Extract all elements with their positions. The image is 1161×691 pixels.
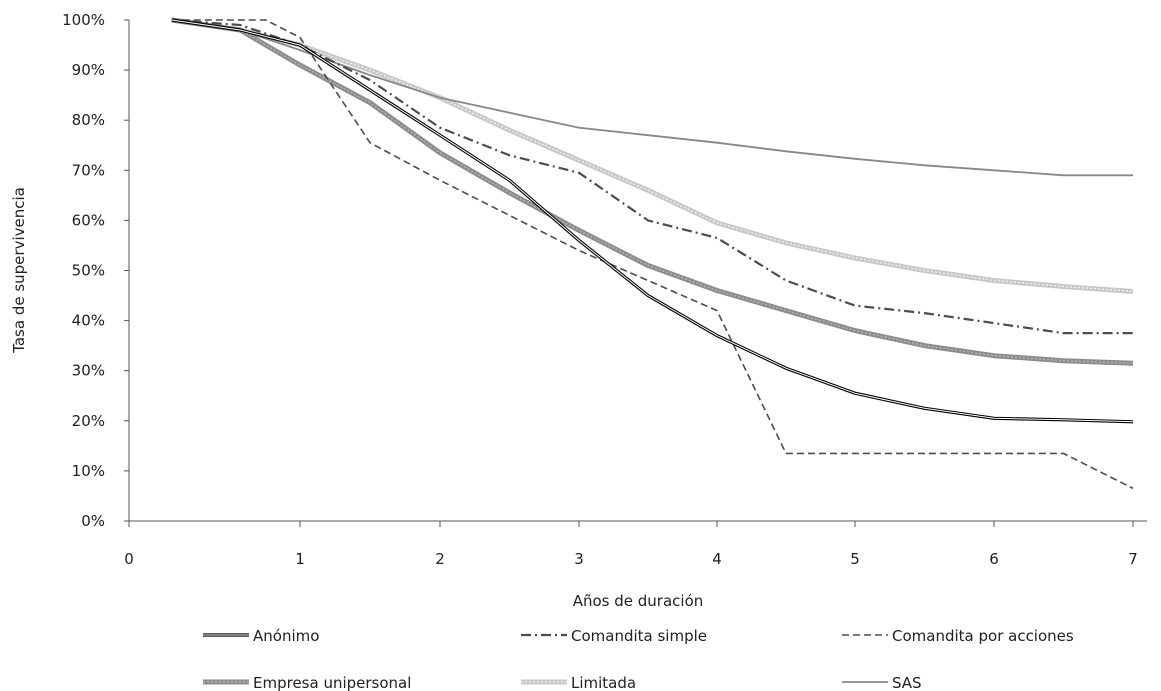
y-tick-label: 70%: [72, 161, 105, 179]
series-path: [171, 19, 1134, 490]
x-axis-title: Años de duración: [573, 592, 704, 610]
legend-item: Anónimo: [203, 627, 319, 645]
x-tick-label: 4: [712, 550, 722, 568]
legend-label: Anónimo: [253, 627, 319, 645]
series-path: [171, 19, 1134, 364]
x-axis-ticks: 0 1 2 3 4 5 6 7: [124, 521, 1138, 568]
y-tick-label: 30%: [72, 362, 105, 380]
x-tick-label: 7: [1128, 550, 1138, 568]
series-path: [171, 19, 1134, 293]
y-tick-label: 20%: [72, 412, 105, 430]
series-line-2: [171, 19, 1134, 490]
y-axis-ticks: 0% 10% 20% 30% 40% 50% 60% 70% 80% 90% 100%: [62, 11, 129, 530]
legend-label: Limitada: [571, 674, 636, 691]
legend-item: Empresa unipersonal: [203, 674, 411, 691]
series-path: [171, 18, 1133, 335]
series-line-4: [171, 17, 1134, 294]
legend: Anónimo Comandita simple Comandita por acc…: [203, 627, 1074, 691]
y-axis-title: Tasa de supervivencia: [10, 187, 28, 354]
series-path: [171, 19, 1134, 423]
legend-label: Comandita por acciones: [892, 627, 1074, 645]
series-line-3: [171, 17, 1134, 366]
x-tick-label: 1: [295, 550, 305, 568]
x-tick-label: 0: [124, 550, 134, 568]
x-tick-label: 5: [850, 550, 860, 568]
y-tick-label: 10%: [72, 462, 105, 480]
series-line-1: [171, 18, 1133, 335]
x-tick-label: 3: [574, 550, 584, 568]
y-tick-label: 0%: [81, 512, 105, 530]
legend-item: Comandita simple: [521, 627, 707, 645]
y-tick-label: 90%: [72, 61, 105, 79]
y-tick-label: 100%: [62, 11, 105, 29]
series-layer: [171, 17, 1134, 490]
legend-label: SAS: [892, 674, 922, 691]
x-tick-label: 2: [435, 550, 445, 568]
y-tick-label: 40%: [72, 312, 105, 330]
series-line-5: [171, 19, 1133, 177]
legend-item: Comandita por acciones: [842, 627, 1074, 645]
series-line-0: [171, 18, 1134, 424]
x-tick-label: 6: [989, 550, 999, 568]
legend-item: SAS: [842, 674, 922, 691]
y-tick-label: 60%: [72, 211, 105, 229]
legend-label: Comandita simple: [571, 627, 707, 645]
series-path: [171, 19, 1133, 177]
y-tick-label: 50%: [72, 262, 105, 280]
plot-area: [128, 20, 1147, 522]
y-tick-label: 80%: [72, 111, 105, 129]
legend-label: Empresa unipersonal: [253, 674, 411, 691]
legend-item: Limitada: [521, 674, 636, 691]
